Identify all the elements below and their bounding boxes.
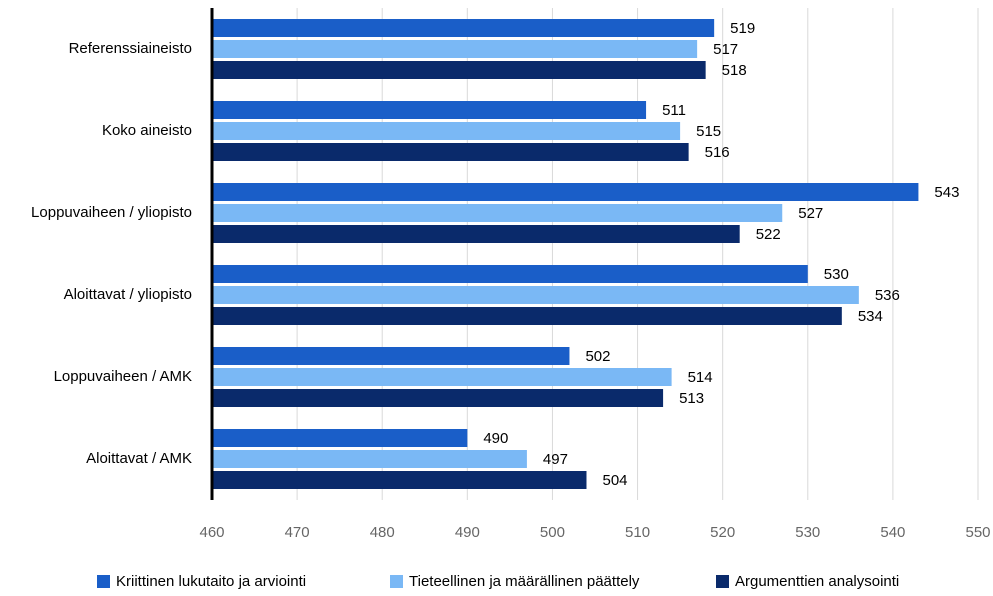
value-label: 519 <box>730 20 755 37</box>
bar <box>212 61 706 79</box>
bar <box>212 204 783 222</box>
x-tick-label: 460 <box>199 524 224 541</box>
x-tick-label: 540 <box>880 524 905 541</box>
bar <box>212 450 527 468</box>
bar <box>212 40 698 58</box>
value-label: 490 <box>483 430 508 447</box>
value-label: 536 <box>875 287 900 304</box>
bar <box>212 19 715 37</box>
bar <box>212 225 740 243</box>
x-tick-label: 500 <box>540 524 565 541</box>
x-tick-label: 520 <box>710 524 735 541</box>
value-label: 534 <box>858 308 883 325</box>
bar <box>212 347 570 365</box>
x-tick-label: 490 <box>455 524 480 541</box>
bar <box>212 143 689 161</box>
legend-label: Argumenttien analysointi <box>735 573 899 590</box>
bar <box>212 471 587 489</box>
value-label: 516 <box>705 144 730 161</box>
value-label: 504 <box>602 472 627 489</box>
legend-swatch <box>97 575 110 588</box>
x-tick-label: 470 <box>285 524 310 541</box>
x-tick-label: 480 <box>370 524 395 541</box>
legend-swatch <box>390 575 403 588</box>
bar <box>212 389 664 407</box>
x-tick-label: 510 <box>625 524 650 541</box>
value-label: 517 <box>713 41 738 58</box>
legend-label: Tieteellinen ja määrällinen päättely <box>409 573 640 590</box>
y-tick-label: Aloittavat / yliopisto <box>64 286 192 303</box>
value-label: 511 <box>662 102 686 119</box>
value-label: 513 <box>679 390 704 407</box>
y-tick-label: Loppuvaiheen / yliopisto <box>31 204 192 221</box>
bar <box>212 101 647 119</box>
bar <box>212 265 808 283</box>
legend-label: Kriittinen lukutaito ja arviointi <box>116 573 306 590</box>
legend-swatch <box>716 575 729 588</box>
bar <box>212 183 919 201</box>
y-tick-label: Referenssiaineisto <box>69 40 192 57</box>
bar <box>212 368 672 386</box>
bar <box>212 429 468 447</box>
value-label: 522 <box>756 226 781 243</box>
value-label: 515 <box>696 123 721 140</box>
value-label: 502 <box>585 348 610 365</box>
y-tick-label: Loppuvaiheen / AMK <box>54 368 192 385</box>
x-tick-label: 550 <box>965 524 990 541</box>
value-label: 518 <box>722 62 747 79</box>
value-label: 530 <box>824 266 849 283</box>
x-tick-label: 530 <box>795 524 820 541</box>
value-label: 497 <box>543 451 568 468</box>
value-label: 514 <box>688 369 713 386</box>
bar <box>212 307 842 325</box>
value-label: 527 <box>798 205 823 222</box>
bar <box>212 122 681 140</box>
value-label: 543 <box>934 184 959 201</box>
y-tick-label: Koko aineisto <box>102 122 192 139</box>
bar <box>212 286 859 304</box>
y-tick-label: Aloittavat / AMK <box>86 450 192 467</box>
